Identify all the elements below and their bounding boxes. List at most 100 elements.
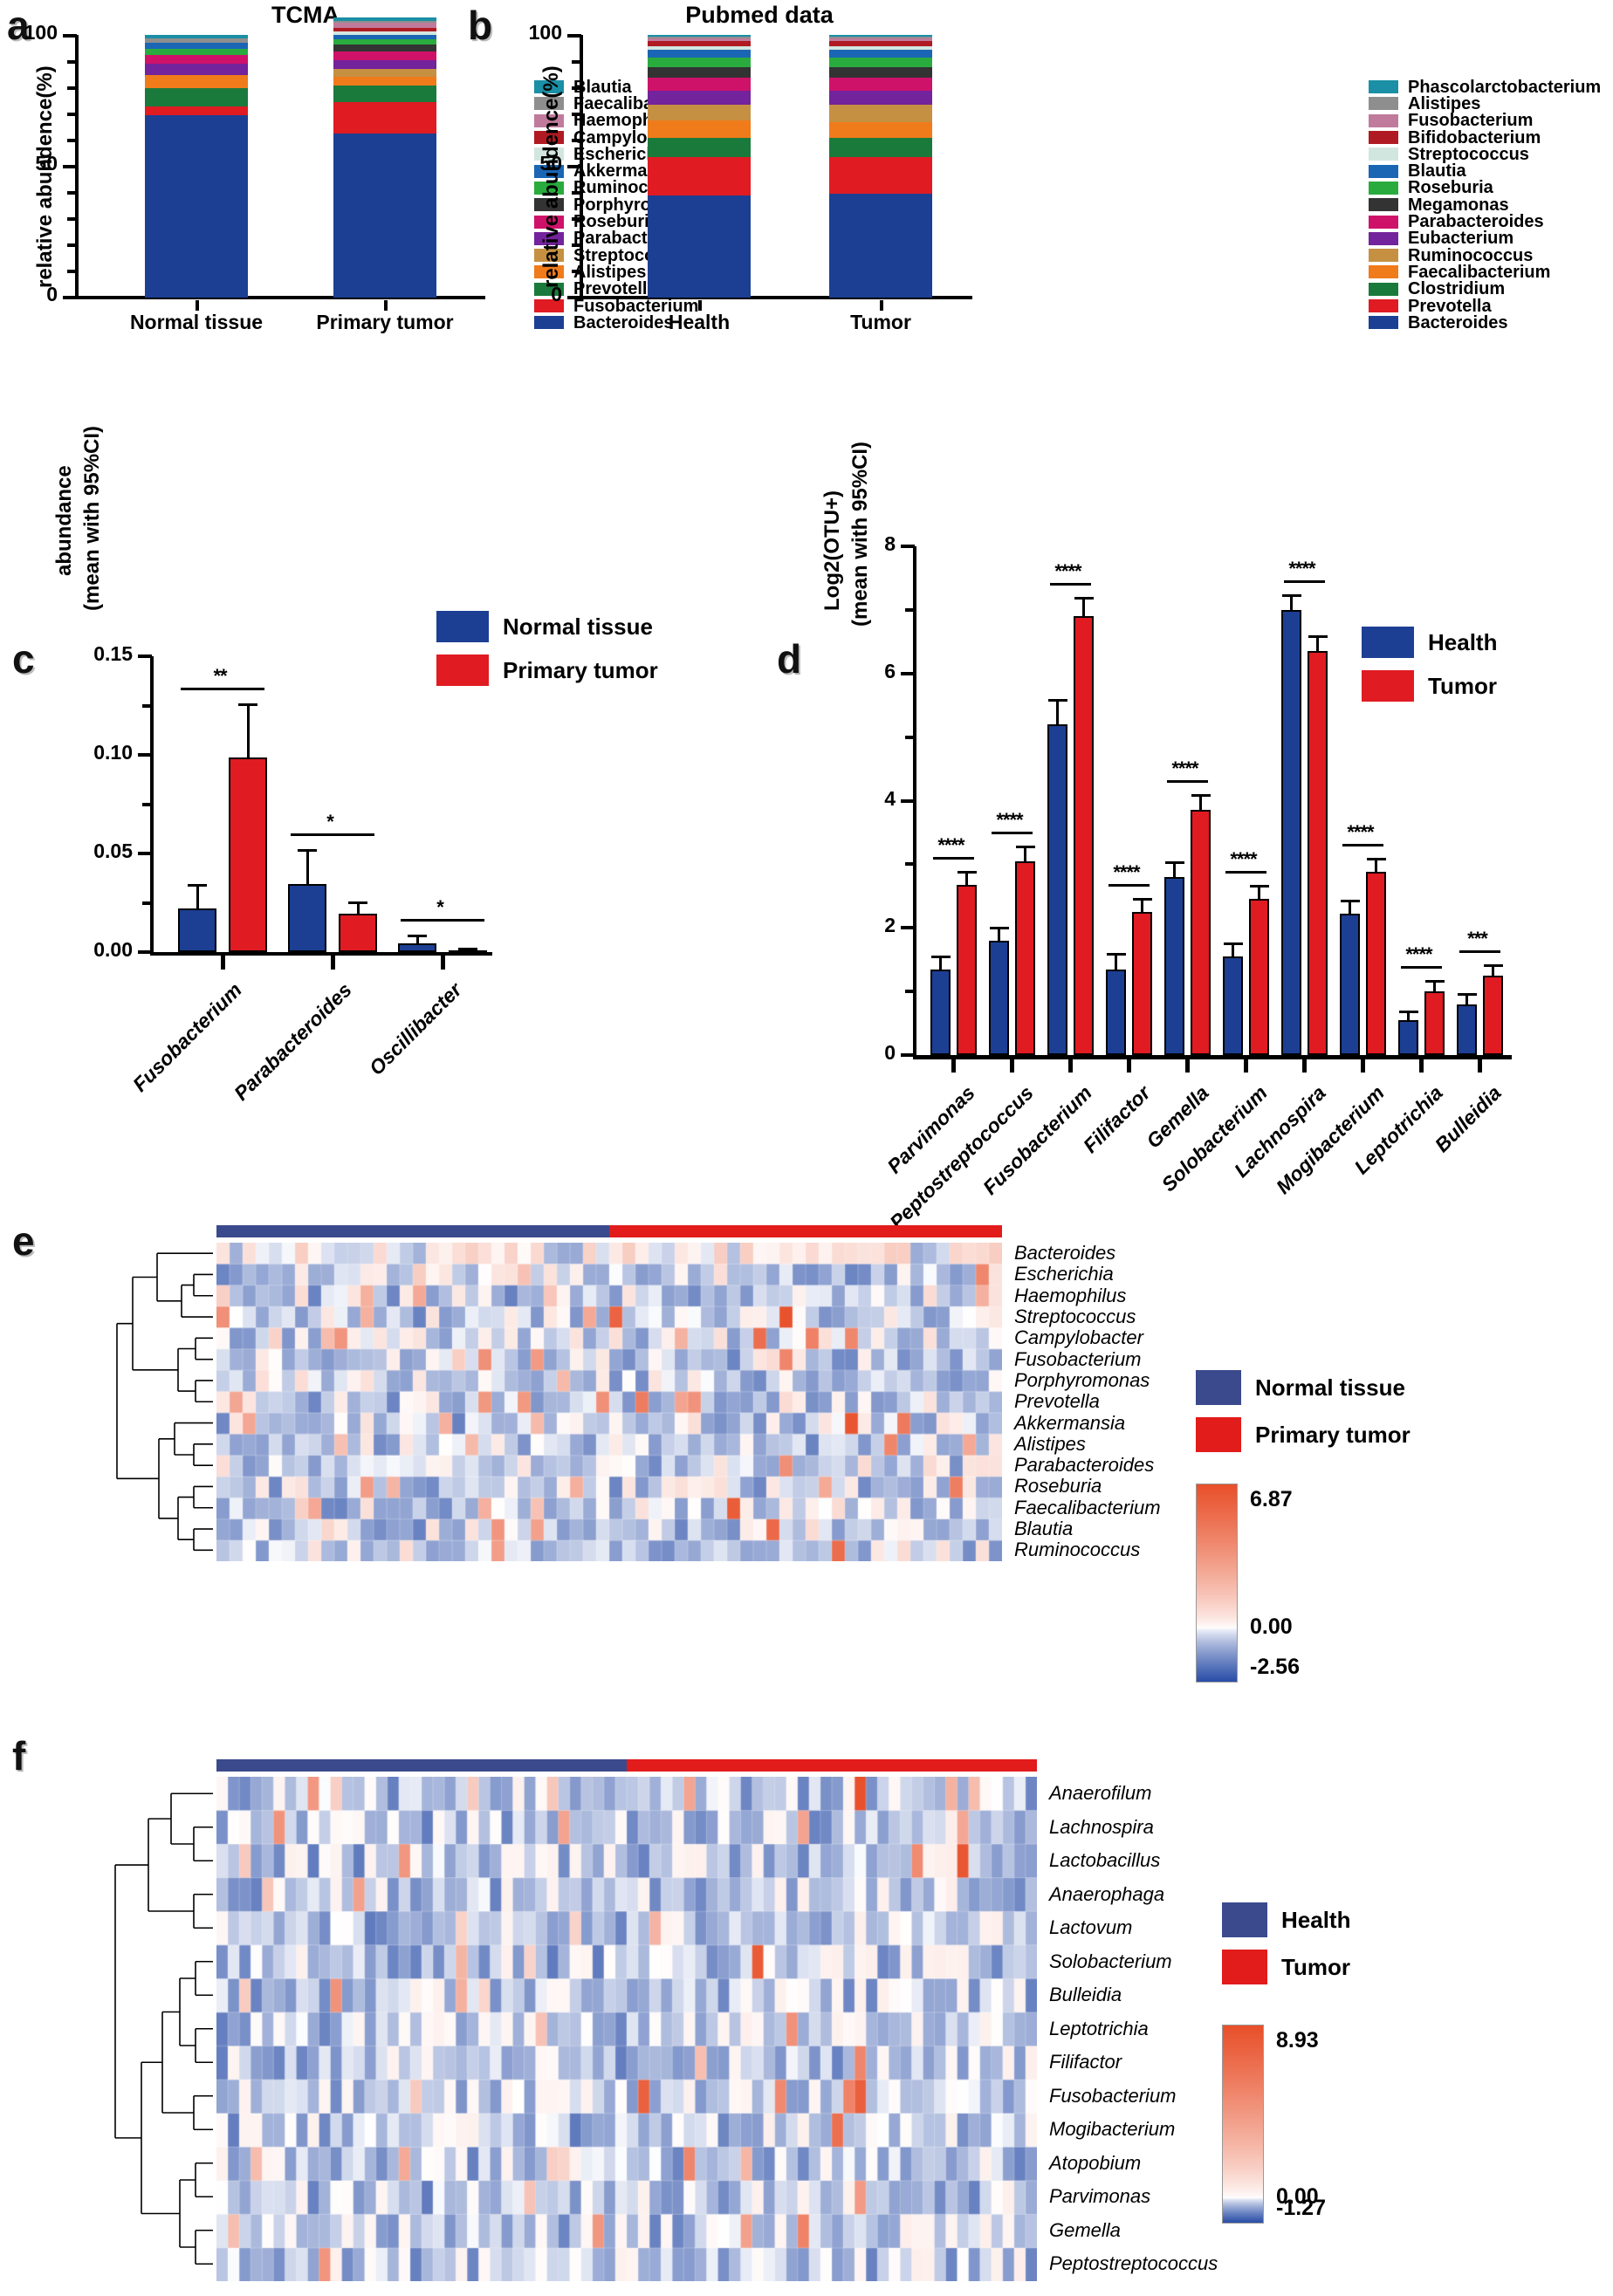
y-tick bbox=[63, 33, 77, 38]
legend-label: Roseburia bbox=[1408, 178, 1493, 198]
significance-line bbox=[1225, 871, 1266, 874]
stack-segment bbox=[829, 45, 932, 51]
column-group-band bbox=[216, 1759, 627, 1772]
bar bbox=[1015, 860, 1035, 1055]
legend-label: Prevotella bbox=[1408, 296, 1492, 316]
x-tick bbox=[879, 300, 883, 311]
stack-segment bbox=[829, 66, 932, 78]
legend-swatch bbox=[534, 282, 564, 296]
significance-line bbox=[933, 856, 974, 860]
stack-segment bbox=[829, 36, 932, 38]
legend-item: Alistipes bbox=[534, 264, 716, 281]
y-tick bbox=[63, 295, 77, 299]
stack-segment bbox=[829, 121, 932, 138]
legend-item: Alistipes bbox=[1369, 95, 1601, 113]
legend-label: Normal tissue bbox=[503, 613, 653, 640]
significance-line bbox=[1050, 583, 1091, 586]
colorbar-tick-label: 8.93 bbox=[1276, 2028, 1319, 2053]
legend-swatch bbox=[534, 299, 564, 312]
legend-swatch bbox=[534, 147, 564, 161]
stack-segment bbox=[333, 38, 436, 45]
error-bar-cap bbox=[458, 948, 477, 951]
stack-segment bbox=[648, 137, 751, 158]
stack-segment bbox=[145, 114, 248, 298]
legend-swatch bbox=[1369, 147, 1398, 161]
legend-swatch bbox=[1369, 181, 1398, 195]
panel-letter-e: e bbox=[12, 1218, 35, 1264]
significance-marker: * bbox=[436, 895, 444, 918]
legend-swatch bbox=[534, 164, 564, 178]
column-group-band bbox=[627, 1759, 1037, 1772]
legend-item: Bacteroides bbox=[1369, 314, 1601, 332]
column-group-band bbox=[216, 1225, 609, 1237]
y-tick-minor bbox=[905, 735, 915, 739]
heatmap-row-label: Mogibacterium bbox=[1049, 2118, 1176, 2141]
legend-label: Phascolarctobacterium bbox=[1408, 77, 1602, 97]
heatmap-row-label: Lactobacillus bbox=[1049, 1849, 1161, 1872]
legend-item: Escherichia bbox=[534, 146, 716, 163]
y-tick bbox=[67, 269, 77, 273]
legend-swatch bbox=[1369, 299, 1398, 312]
y-tick bbox=[572, 59, 581, 64]
y-tick-minor bbox=[905, 607, 915, 612]
panel-d-xaxis bbox=[913, 1055, 1512, 1059]
error-bar bbox=[1433, 980, 1436, 992]
stack-segment bbox=[648, 66, 751, 78]
legend-label: Ruminococcus bbox=[1408, 245, 1534, 265]
panel-a-title: TCMA bbox=[271, 2, 340, 28]
panel-a-xaxis bbox=[75, 296, 485, 299]
x-tick bbox=[383, 300, 388, 311]
significance-marker: **** bbox=[1347, 821, 1374, 844]
error-bar-cap bbox=[1015, 845, 1035, 848]
stack-segment bbox=[145, 38, 248, 43]
y-tick bbox=[67, 216, 77, 221]
bar bbox=[1223, 956, 1243, 1055]
stack-segment bbox=[829, 90, 932, 106]
legend-swatch bbox=[1369, 80, 1398, 94]
stack-segment bbox=[829, 193, 932, 298]
stack-segment bbox=[145, 63, 248, 76]
heatmap-row-label: Peptostreptococcus bbox=[1049, 2252, 1218, 2275]
heatmap-row-label: Alistipes bbox=[1014, 1432, 1086, 1455]
stack-segment bbox=[333, 85, 436, 103]
panel-letter-f: f bbox=[12, 1733, 26, 1779]
legend-item: Prevotella bbox=[534, 280, 716, 298]
y-tick-label: 0 bbox=[551, 283, 562, 305]
y-tick bbox=[63, 164, 77, 168]
stack-segment bbox=[648, 104, 751, 121]
y-tick-minor bbox=[905, 990, 915, 994]
x-tick bbox=[1127, 1059, 1131, 1073]
error-bar bbox=[415, 934, 419, 943]
panel-c-legend: Normal tissue Primary tumor bbox=[436, 611, 658, 698]
error-bar-cap bbox=[1281, 593, 1301, 597]
legend-label: Parabacteroides bbox=[1408, 212, 1544, 232]
panel-c-ylabel-2: (mean with 95%CI) bbox=[80, 425, 104, 611]
panel-e-dendrogram bbox=[112, 1243, 213, 1566]
x-tick bbox=[220, 956, 225, 970]
significance-line bbox=[992, 831, 1033, 834]
bar bbox=[1249, 899, 1269, 1055]
legend-swatch bbox=[534, 249, 564, 263]
y-tick-label: 100 bbox=[528, 21, 562, 44]
error-bar-cap bbox=[1191, 794, 1211, 798]
error-bar bbox=[1492, 963, 1494, 976]
legend-label: Bifidobacterium bbox=[1408, 127, 1541, 147]
error-bar bbox=[1258, 885, 1260, 900]
legend-swatch bbox=[1369, 164, 1398, 178]
panel-c-ylabel-1: abundance bbox=[52, 465, 76, 576]
legend-item: Blautia bbox=[534, 79, 716, 96]
legend-item: Primary tumor bbox=[436, 655, 658, 686]
error-bar bbox=[246, 703, 250, 758]
legend-swatch bbox=[1369, 282, 1398, 296]
heatmap-row-label: Porphyromonas bbox=[1014, 1368, 1150, 1391]
heatmap-row-label: Solobacterium bbox=[1049, 1950, 1172, 1972]
heatmap-row-label: Lachnospira bbox=[1049, 1815, 1154, 1838]
x-tick bbox=[1419, 1059, 1424, 1073]
y-tick bbox=[572, 86, 581, 90]
y-tick-label: 50 bbox=[35, 152, 58, 175]
error-bar-cap bbox=[1308, 635, 1328, 639]
significance-line bbox=[1167, 780, 1208, 784]
legend-label: Bacteroides bbox=[573, 312, 674, 332]
bar bbox=[930, 969, 951, 1055]
heatmap-row-label: Escherichia bbox=[1014, 1263, 1114, 1285]
